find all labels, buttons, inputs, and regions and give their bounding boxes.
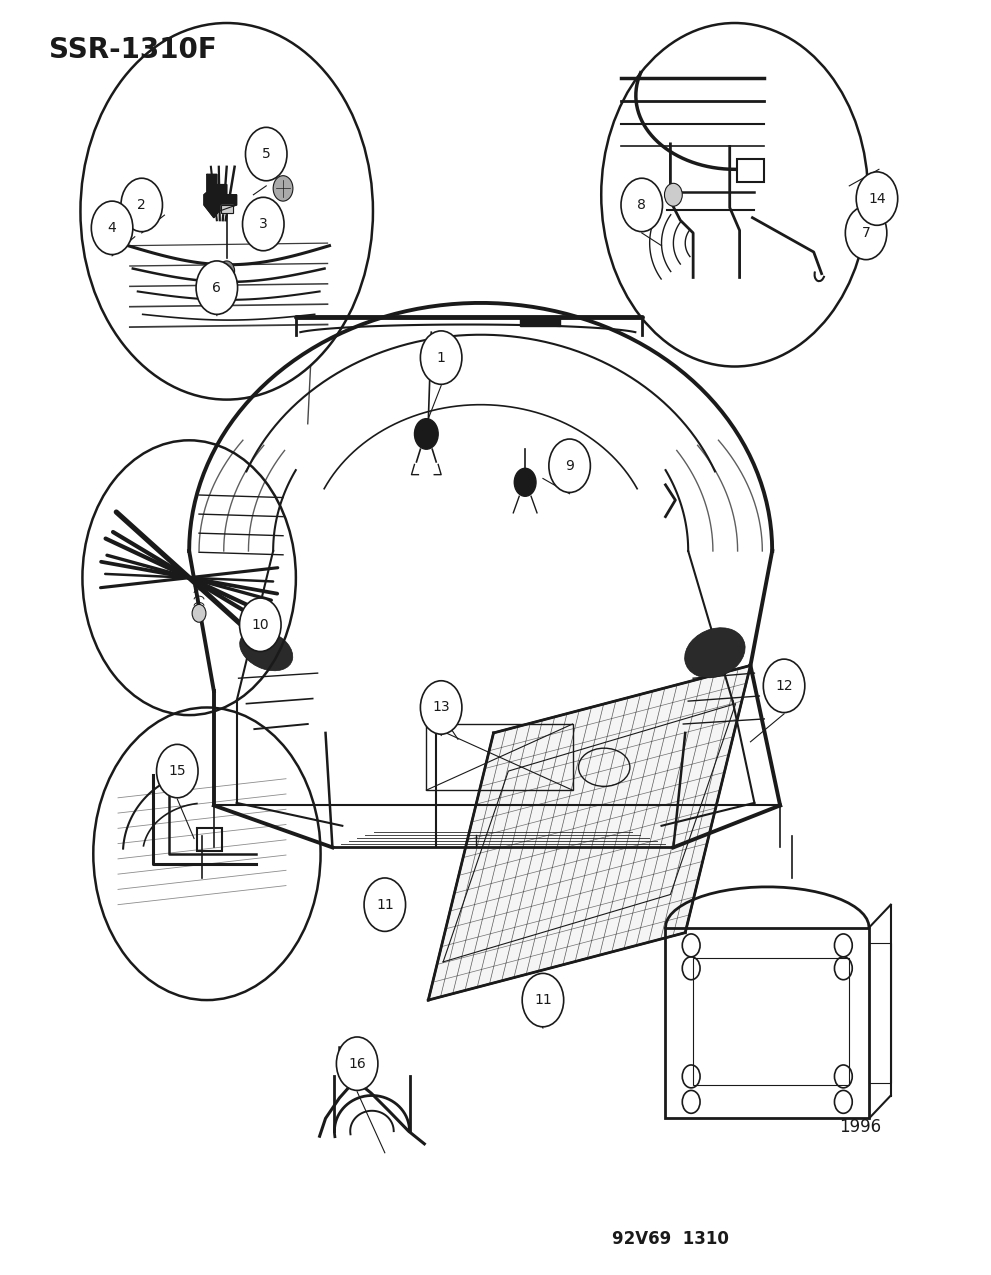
Circle shape xyxy=(121,179,163,232)
Text: 11: 11 xyxy=(376,898,393,912)
Bar xyxy=(520,317,560,326)
Bar xyxy=(221,205,233,213)
Circle shape xyxy=(157,745,198,798)
Bar xyxy=(197,829,222,852)
Text: 92V69  1310: 92V69 1310 xyxy=(612,1230,729,1248)
Text: 2: 2 xyxy=(138,198,146,212)
Circle shape xyxy=(240,598,281,652)
Circle shape xyxy=(336,1037,378,1090)
Ellipse shape xyxy=(685,627,745,678)
Circle shape xyxy=(420,681,462,734)
Text: 14: 14 xyxy=(868,191,886,205)
Ellipse shape xyxy=(240,630,292,671)
Text: 12: 12 xyxy=(775,678,793,692)
Text: 13: 13 xyxy=(432,700,450,714)
Circle shape xyxy=(665,184,682,207)
Circle shape xyxy=(196,261,238,315)
Circle shape xyxy=(621,179,663,232)
Circle shape xyxy=(845,207,887,260)
Text: 4: 4 xyxy=(108,221,117,235)
Text: 3: 3 xyxy=(259,217,268,231)
Text: 1996: 1996 xyxy=(839,1118,882,1136)
Polygon shape xyxy=(204,175,237,218)
Text: 8: 8 xyxy=(637,198,646,212)
Text: SSR-1310F: SSR-1310F xyxy=(49,36,217,64)
Circle shape xyxy=(763,659,805,713)
Circle shape xyxy=(549,439,591,492)
Circle shape xyxy=(414,418,438,449)
Text: 16: 16 xyxy=(348,1057,366,1071)
Bar xyxy=(221,205,233,213)
Text: 10: 10 xyxy=(252,618,270,632)
Polygon shape xyxy=(428,666,750,1000)
Circle shape xyxy=(219,261,235,282)
Text: 9: 9 xyxy=(565,459,574,473)
Circle shape xyxy=(856,172,898,226)
Circle shape xyxy=(246,128,287,181)
Text: 6: 6 xyxy=(212,280,221,295)
Bar xyxy=(666,928,869,1118)
Circle shape xyxy=(91,201,133,255)
Circle shape xyxy=(274,176,293,201)
Circle shape xyxy=(364,878,405,931)
Text: 5: 5 xyxy=(262,147,271,161)
Bar xyxy=(426,724,573,790)
Text: 11: 11 xyxy=(534,993,552,1007)
Bar xyxy=(869,942,891,1082)
Circle shape xyxy=(522,973,564,1026)
Bar xyxy=(693,958,849,1085)
Text: 1: 1 xyxy=(437,351,446,365)
Circle shape xyxy=(192,604,206,622)
Circle shape xyxy=(514,468,536,496)
Circle shape xyxy=(243,198,284,251)
Text: 15: 15 xyxy=(168,764,186,778)
Text: 7: 7 xyxy=(862,226,870,240)
Bar xyxy=(736,159,764,182)
Circle shape xyxy=(420,332,462,384)
